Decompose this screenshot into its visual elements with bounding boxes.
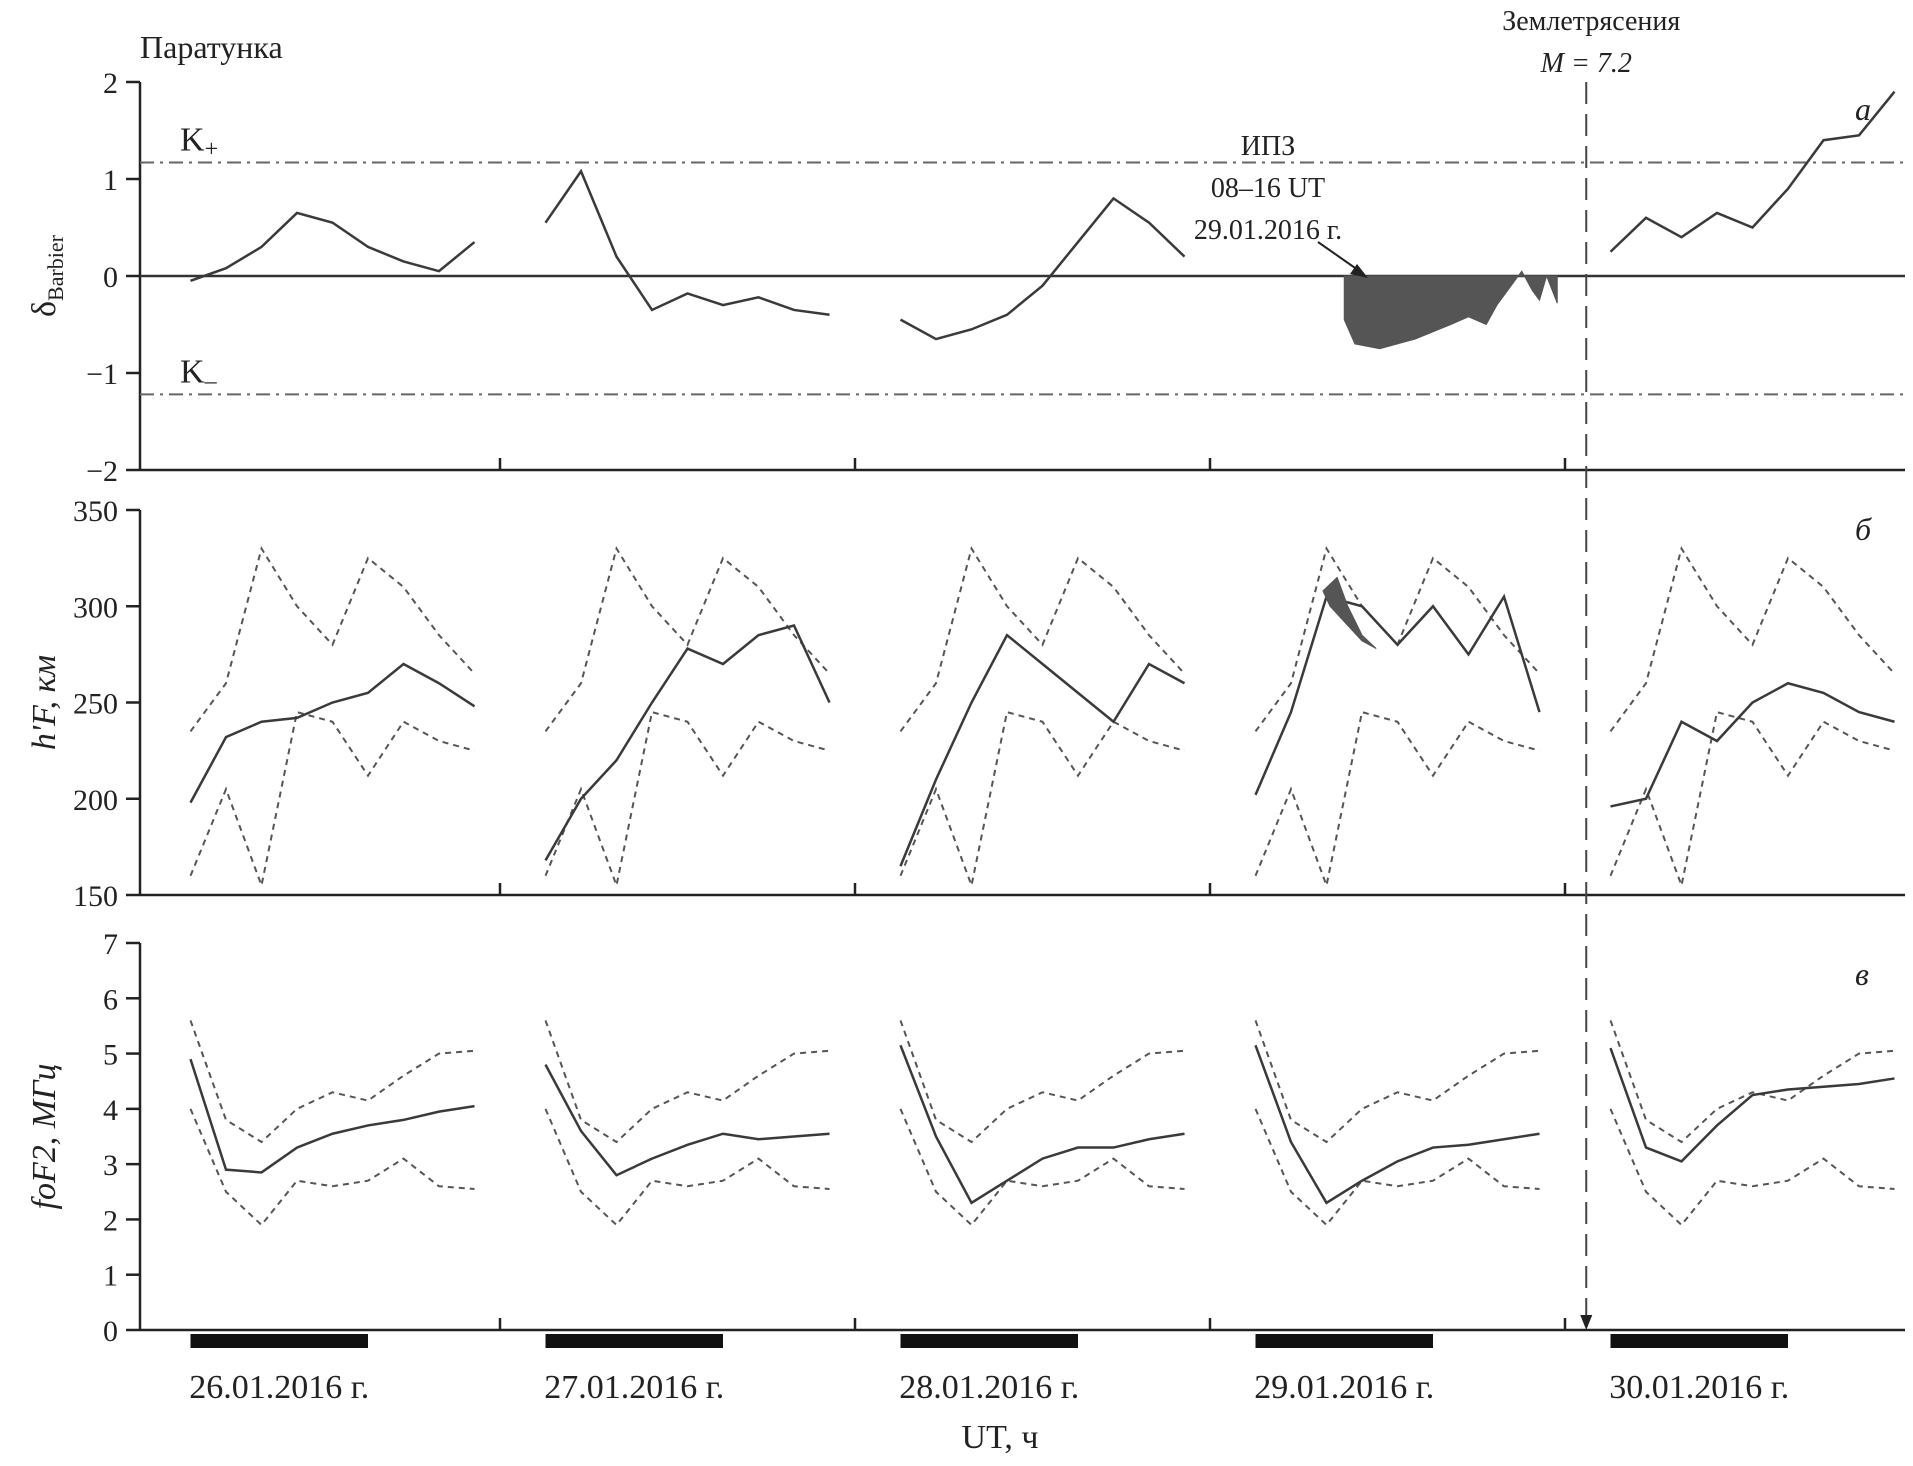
lower-bound-line: [899, 710, 1185, 890]
y-tick-label: 350: [73, 495, 118, 528]
y-axis-label: foF2, МГц: [26, 1064, 63, 1210]
upper-bound-line: [189, 1020, 475, 1144]
night-bar: [1255, 1334, 1433, 1348]
upper-bound-line: [1609, 1020, 1895, 1144]
series-line: [1609, 90, 1896, 253]
y-axis-label: h'F, км: [26, 655, 63, 750]
y-tick-label: 1: [103, 164, 118, 197]
y-tick-label: 2: [103, 67, 118, 100]
series-line: [1254, 593, 1541, 796]
panel-letter: б: [1855, 511, 1872, 547]
lower-bound-line: [544, 1108, 830, 1227]
upper-bound-line: [544, 545, 831, 732]
upper-bound-line: [544, 1020, 830, 1144]
day-label: 30.01.2016 г.: [1609, 1369, 1789, 1406]
lower-bound-line: [1609, 710, 1895, 890]
night-bar: [900, 1334, 1078, 1348]
series-line: [899, 633, 1186, 867]
panel-letter: в: [1855, 956, 1869, 992]
earthquake-arrow-icon: [1580, 1315, 1593, 1330]
series-line: [189, 662, 476, 804]
series-line: [1254, 1044, 1540, 1205]
lower-bound-line: [899, 1108, 1185, 1227]
anomaly-fill: [1343, 270, 1558, 350]
threshold-label: K–: [180, 353, 218, 394]
station-label: Паратунка: [140, 29, 283, 65]
upper-bound-line: [1609, 545, 1896, 732]
series-line: [189, 1058, 475, 1174]
y-tick-label: 5: [103, 1039, 118, 1072]
upper-bound-line: [899, 1020, 1185, 1144]
lower-bound-line: [1254, 1108, 1540, 1227]
series-line: [899, 196, 1186, 341]
day-label: 28.01.2016 г.: [899, 1369, 1079, 1406]
y-tick-label: −1: [86, 358, 118, 391]
upper-bound-line: [899, 545, 1186, 732]
day-label: 26.01.2016 г.: [189, 1369, 369, 1406]
y-tick-label: 250: [73, 688, 118, 721]
y-tick-label: 0: [103, 1315, 118, 1348]
y-tick-label: 3: [103, 1149, 118, 1182]
series-line: [544, 1064, 830, 1177]
y-tick-label: 4: [103, 1094, 118, 1127]
y-tick-label: 7: [103, 928, 118, 961]
x-axis-label: UT, ч: [962, 1419, 1039, 1456]
night-bar: [1610, 1334, 1788, 1348]
panel-letter: а: [1855, 91, 1871, 127]
day-label: 27.01.2016 г.: [544, 1369, 724, 1406]
upper-bound-line: [1254, 545, 1541, 732]
y-tick-label: 200: [73, 784, 118, 817]
upper-bound-line: [1254, 1020, 1540, 1144]
ipz-time-range: 08–16 UT: [1211, 173, 1325, 204]
lower-bound-line: [544, 710, 830, 890]
series-line: [1609, 1047, 1895, 1163]
y-tick-label: 150: [73, 880, 118, 913]
ipz-label: ИПЗ: [1241, 131, 1295, 162]
chart-marks: 210−1−2аδBarbierK+K–350300250200150бh'F,…: [26, 67, 1905, 1406]
y-tick-label: 6: [103, 983, 118, 1016]
earthquake-magnitude: M = 7.2: [1540, 48, 1632, 79]
lower-bound-line: [1609, 1108, 1895, 1227]
y-tick-label: 2: [103, 1204, 118, 1237]
ipz-arrow-icon: [1350, 264, 1368, 278]
series-line: [899, 1044, 1185, 1205]
anomaly-fill: [1322, 576, 1377, 650]
lower-bound-line: [1254, 710, 1540, 890]
lower-bound-line: [189, 1108, 475, 1227]
threshold-label: K+: [180, 122, 218, 163]
night-bar: [190, 1334, 368, 1348]
series-line: [190, 211, 476, 283]
earthquake-label: Землетрясения: [1502, 6, 1680, 37]
y-axis-label: δBarbier: [26, 234, 68, 317]
night-bar: [545, 1334, 723, 1348]
y-tick-label: 0: [103, 261, 118, 294]
y-tick-label: −2: [86, 455, 118, 488]
series-line: [544, 624, 831, 861]
y-tick-label: 300: [73, 591, 118, 624]
upper-bound-line: [189, 545, 476, 732]
series-line: [544, 168, 830, 317]
day-label: 29.01.2016 г.: [1254, 1369, 1434, 1406]
series-line: [1610, 681, 1895, 808]
ipz-date: 29.01.2016 г.: [1194, 215, 1342, 246]
y-tick-label: 1: [103, 1260, 118, 1293]
lower-bound-line: [189, 710, 475, 890]
ipz-arrow-line: [1317, 241, 1359, 271]
